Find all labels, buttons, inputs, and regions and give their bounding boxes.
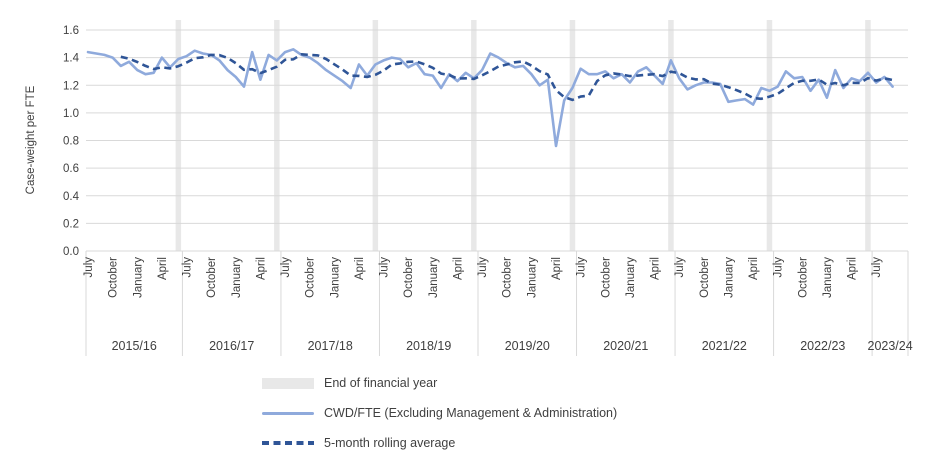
dashed-line-swatch-icon xyxy=(262,441,314,445)
month-tick-label: July xyxy=(871,257,883,278)
fy-band xyxy=(372,20,379,251)
fy-band xyxy=(668,20,674,251)
month-tick-label: January xyxy=(822,257,834,298)
month-tick-label: July xyxy=(83,257,95,278)
month-tick-label: October xyxy=(206,257,218,298)
year-label: 2021/22 xyxy=(702,339,747,353)
series-line-cwd-fte xyxy=(86,47,894,148)
year-label: 2018/19 xyxy=(406,339,451,353)
month-tick-label: October xyxy=(502,257,514,298)
month-tick-label: July xyxy=(280,257,292,278)
month-tick-label: April xyxy=(354,257,366,280)
month-tick-label: April xyxy=(255,257,267,280)
year-label: 2019/20 xyxy=(505,339,550,353)
month-tick-label: October xyxy=(797,257,809,298)
fy-band xyxy=(865,20,871,251)
year-label: 2023/24 xyxy=(868,339,913,353)
y-tick-label: 1.4 xyxy=(63,53,80,65)
legend-solid-line-swatch xyxy=(262,411,314,415)
month-tick-label: January xyxy=(132,257,144,298)
month-tick-label: April xyxy=(748,257,760,280)
y-tick-label: 0.4 xyxy=(63,191,80,203)
y-axis-title: Case-weight per FTE xyxy=(25,85,37,194)
legend-label: CWD/FTE (Excluding Management & Administ… xyxy=(324,406,618,420)
legend-band-swatch xyxy=(262,377,314,389)
legend-label: 5-month rolling average xyxy=(324,436,456,450)
month-tick-label: July xyxy=(576,257,588,278)
month-tick-label: October xyxy=(699,257,711,298)
month-tick-label: July xyxy=(182,257,194,278)
y-tick-label: 1.6 xyxy=(63,25,79,37)
month-tick-label: October xyxy=(305,257,317,298)
year-label: 2022/23 xyxy=(800,339,845,353)
month-tick-label: January xyxy=(625,257,637,298)
year-label: 2020/21 xyxy=(603,339,648,353)
year-label: 2015/16 xyxy=(112,339,157,353)
month-tick-label: January xyxy=(723,257,735,298)
fy-band xyxy=(471,20,477,251)
month-tick-label: January xyxy=(526,257,538,298)
band-swatch-icon xyxy=(262,377,314,389)
month-tick-label: January xyxy=(329,257,341,298)
legend-item-cwd-fte: CWD/FTE (Excluding Management & Administ… xyxy=(262,406,617,420)
month-tick-label: October xyxy=(108,257,120,298)
month-tick-label: July xyxy=(674,257,686,278)
y-tick-label: 0.2 xyxy=(63,218,79,230)
month-tick-label: July xyxy=(379,257,391,278)
month-tick-label: April xyxy=(157,257,169,280)
solid-line-swatch-icon xyxy=(262,411,314,415)
month-tick-label: July xyxy=(773,257,785,278)
legend-dashed-line-swatch xyxy=(262,441,314,445)
y-tick-label: 1.2 xyxy=(63,80,79,92)
fy-band xyxy=(569,20,576,251)
month-tick-label: April xyxy=(847,257,859,280)
month-tick-label: October xyxy=(403,257,415,298)
month-tick-label: January xyxy=(428,257,440,298)
month-tick-label: January xyxy=(231,257,243,298)
fy-band xyxy=(766,20,773,251)
y-tick-label: 0.8 xyxy=(63,136,79,148)
month-tick-label: July xyxy=(477,257,489,278)
y-tick-label: 1.0 xyxy=(63,108,79,120)
fy-band xyxy=(274,20,280,251)
year-label: 2017/18 xyxy=(308,339,353,353)
month-tick-label: October xyxy=(600,257,612,298)
line-chart: 0.0 0.2 0.4 0.6 0.8 1.0 1.2 1.4 1.6 July October Ja… xyxy=(25,20,913,356)
year-label: 2016/17 xyxy=(209,339,254,353)
chart-legend: End of financial year CWD/FTE (Excluding… xyxy=(262,376,617,466)
month-tick-label: April xyxy=(453,257,465,280)
y-tick-label: 0.6 xyxy=(63,163,79,175)
y-tick-label: 0.0 xyxy=(63,246,79,258)
month-tick-label: April xyxy=(650,257,662,280)
month-tick-label: April xyxy=(551,257,563,280)
legend-item-rolling-average: 5-month rolling average xyxy=(262,436,617,450)
legend-item-end-of-financial-year: End of financial year xyxy=(262,376,617,390)
fy-band xyxy=(175,20,182,251)
legend-label: End of financial year xyxy=(324,376,438,390)
series-line-rolling-average xyxy=(120,52,893,102)
